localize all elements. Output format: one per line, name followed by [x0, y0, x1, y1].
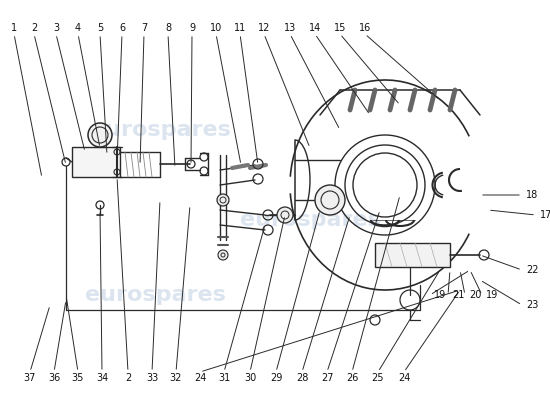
FancyBboxPatch shape — [72, 147, 120, 177]
Text: 8: 8 — [165, 23, 171, 33]
Text: 23: 23 — [526, 300, 538, 310]
Text: 32: 32 — [170, 373, 182, 383]
Text: 16: 16 — [359, 23, 371, 33]
Text: 29: 29 — [270, 373, 282, 383]
Text: 28: 28 — [296, 373, 308, 383]
Text: 10: 10 — [210, 23, 222, 33]
Text: 36: 36 — [48, 373, 60, 383]
Text: 27: 27 — [321, 373, 333, 383]
Circle shape — [92, 127, 108, 143]
Text: 35: 35 — [72, 373, 84, 383]
Text: 7: 7 — [141, 23, 147, 33]
Circle shape — [277, 207, 293, 223]
Text: eurospares: eurospares — [85, 285, 226, 305]
Text: 6: 6 — [119, 23, 125, 33]
Text: 14: 14 — [309, 23, 321, 33]
Text: eurospares: eurospares — [240, 210, 381, 230]
Text: 33: 33 — [146, 373, 158, 383]
Text: 25: 25 — [372, 373, 384, 383]
Circle shape — [88, 123, 112, 147]
Text: 34: 34 — [96, 373, 108, 383]
Text: 19: 19 — [486, 290, 498, 300]
Text: 37: 37 — [24, 373, 36, 383]
Text: eurospares: eurospares — [90, 120, 230, 140]
Circle shape — [218, 250, 228, 260]
Text: 1: 1 — [11, 23, 17, 33]
Text: 26: 26 — [346, 373, 358, 383]
Text: 18: 18 — [526, 190, 538, 200]
Text: 13: 13 — [284, 23, 296, 33]
Text: 2: 2 — [31, 23, 37, 33]
Circle shape — [217, 194, 229, 206]
Text: 15: 15 — [334, 23, 346, 33]
Text: 22: 22 — [526, 265, 538, 275]
Text: 4: 4 — [75, 23, 81, 33]
Text: 20: 20 — [469, 290, 481, 300]
Text: 19: 19 — [434, 290, 446, 300]
Text: 24: 24 — [194, 373, 206, 383]
Circle shape — [315, 185, 345, 215]
FancyBboxPatch shape — [375, 243, 450, 267]
Text: 2: 2 — [125, 373, 131, 383]
Text: 17: 17 — [540, 210, 550, 220]
Text: 24: 24 — [398, 373, 410, 383]
Text: 9: 9 — [189, 23, 195, 33]
Text: 12: 12 — [258, 23, 270, 33]
Text: 30: 30 — [244, 373, 256, 383]
Text: 11: 11 — [234, 23, 246, 33]
Text: 3: 3 — [53, 23, 59, 33]
Text: 21: 21 — [452, 290, 464, 300]
Text: 31: 31 — [218, 373, 230, 383]
Text: 5: 5 — [97, 23, 103, 33]
